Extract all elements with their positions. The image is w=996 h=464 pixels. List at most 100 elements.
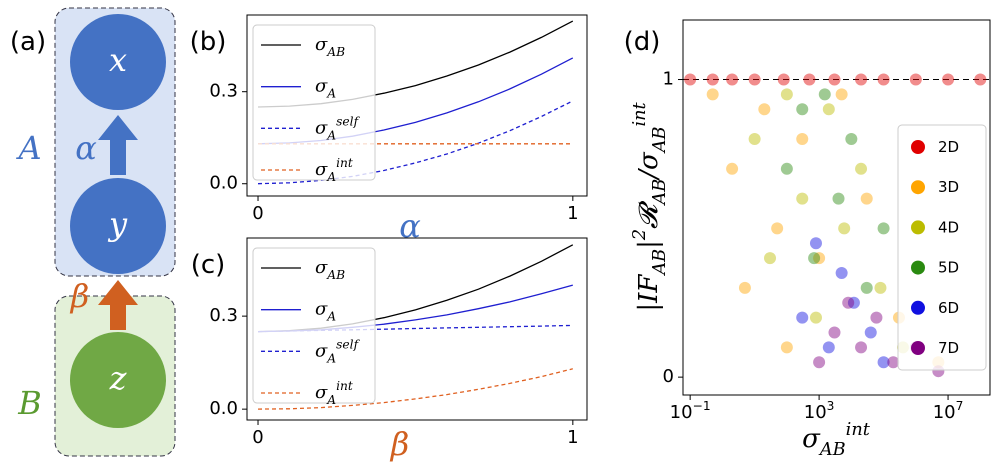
series-line [257,100,574,185]
legend-label: σA [315,299,336,324]
scatter-point [758,103,771,116]
legend-swatch [911,300,925,315]
legend-box [252,24,376,181]
scatter-point [870,311,883,324]
scatter-point [780,162,793,175]
node-x [70,14,166,110]
y-tick-label: 0.3 [209,305,238,326]
scatter-point [796,133,809,146]
legend-label: 5D [938,258,959,276]
scatter-point [847,296,860,309]
scatter-point [822,103,835,116]
y-tick-label: 1 [663,69,674,90]
x-tick-label: 107 [933,399,964,424]
x-tick-label: 1 [567,427,578,448]
scatter-point [887,356,900,369]
legend-label: σAint [315,379,353,407]
scatter-point [813,356,826,369]
node-label: x [109,41,127,79]
scatter-point [796,192,809,205]
plot-frame [246,14,588,197]
scatter-point [842,296,855,309]
panel-label: (d) [624,27,661,57]
scatter-point [974,73,987,86]
scatter-point [684,73,697,86]
y-tick-label: 0.3 [209,81,238,102]
edge-label: α [75,129,97,167]
scatter-point [809,311,822,324]
scatter-point [780,341,793,354]
legend-label: σAB [315,257,345,282]
legend-label: 6D [938,298,959,316]
legend-swatch [911,260,925,275]
arrow-beta [98,280,138,330]
x-tick-label: 0 [252,203,263,224]
legend-label: σAB [315,34,345,59]
scatter-point [780,88,793,101]
y-tick-label: 0.0 [209,398,238,419]
scatter-point [942,73,955,86]
x-tick-label: 0 [252,427,263,448]
scatter-point [828,326,841,339]
scatter-point [808,252,821,265]
scatter-point [855,73,868,86]
arrow-alpha [98,115,138,175]
scatter-point [845,133,858,146]
legend-swatch [911,180,925,195]
x-axis-label: α [399,207,421,245]
scatter-point [796,311,809,324]
scatter-point [764,252,777,265]
scatter-point [748,73,761,86]
x-axis-label: σABint [802,420,871,460]
scatter-point [877,356,890,369]
legend-label: 7D [938,339,959,357]
scatter-point [706,73,719,86]
scatter-point [828,73,841,86]
node-label: z [109,359,128,397]
x-tick-label: 10−1 [670,399,711,424]
panel-label: (c) [191,250,226,280]
scatter-point [822,341,835,354]
scatter-point [803,73,816,86]
panel-label: (b) [190,27,227,57]
legend-label: σAself [315,114,361,142]
legend-swatch [911,220,925,235]
group-label: A [15,129,41,167]
panel-label: (a) [10,27,46,57]
scatter-point [771,222,784,235]
scatter-point [706,88,719,101]
x-axis-label: β [390,425,410,463]
scatter-point [813,252,826,265]
x-tick-label: 1 [567,203,578,224]
legend-label: 4D [938,218,959,236]
scatter-point [748,133,761,146]
plot-frame [246,237,588,421]
legend-label: 2D [938,138,959,156]
node-label: y [107,205,128,243]
scatter-point [838,222,851,235]
node-y [70,178,166,274]
legend-label: σAself [315,337,361,365]
legend-label: σA [315,76,336,101]
scatter-point [855,162,868,175]
legend-label: σAint [315,156,353,184]
scatter-point [860,192,873,205]
scatter-point [877,73,890,86]
node-z [70,332,166,428]
scatter-point [818,88,831,101]
scatter-point [809,237,822,250]
scatter-point [864,326,877,339]
scatter-point [726,73,739,86]
scatter-point [738,281,751,294]
scatter-point [796,103,809,116]
legend-swatch [911,140,925,154]
legend-box [897,124,987,371]
group-label: B [17,384,42,422]
y-tick-label: 0.0 [209,173,238,194]
scatter-point [877,222,890,235]
y-axis-label: |IFAB|2𝓡AB/σABint [630,101,670,311]
y-tick-label: 0 [663,366,674,387]
scatter-point [909,73,922,86]
legend-swatch [911,341,925,355]
